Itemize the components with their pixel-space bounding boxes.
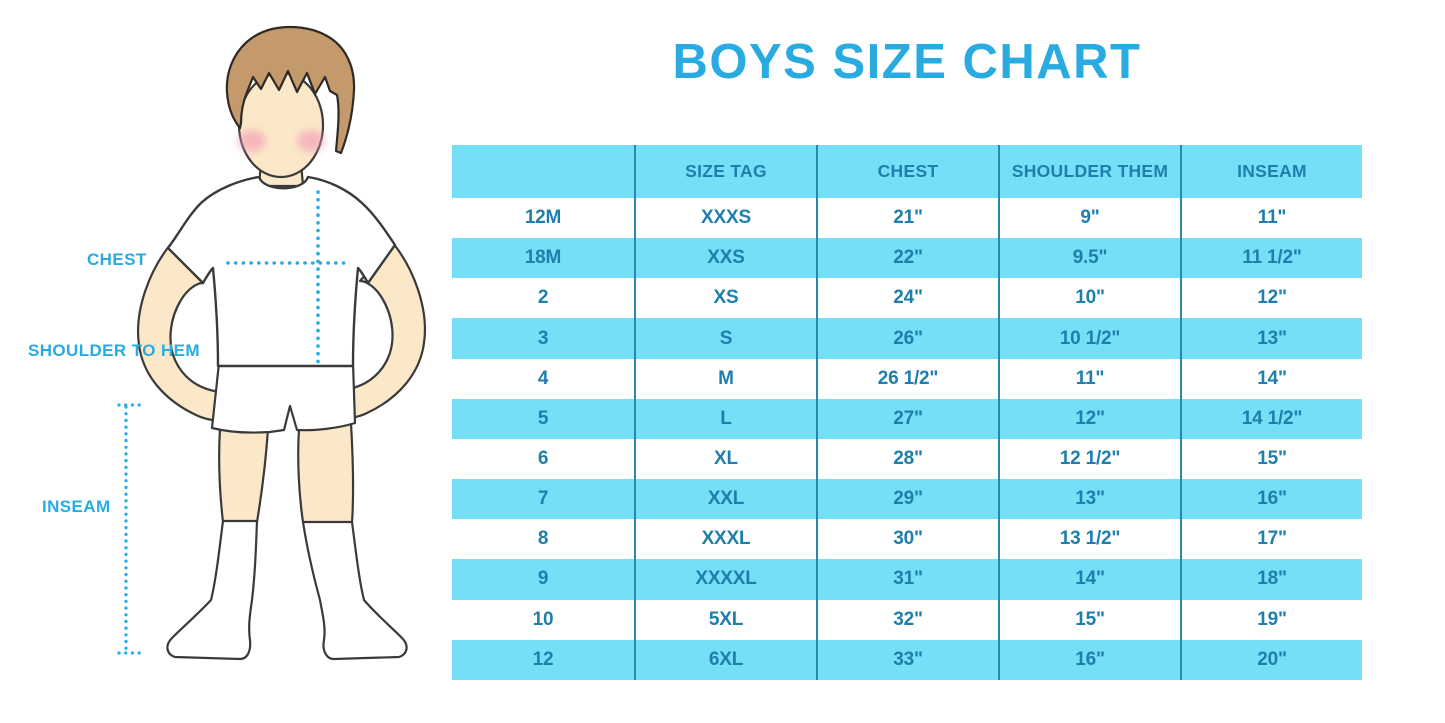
- table-cell: 26": [816, 318, 998, 359]
- table-cell: 13 1/2": [998, 519, 1180, 560]
- table-cell: S: [634, 318, 816, 359]
- boy-blush-left: [238, 130, 266, 152]
- table-cell: XXXL: [634, 519, 816, 560]
- chest-label: CHEST: [87, 250, 147, 269]
- boy-leg-left: [218, 426, 270, 524]
- table-row: 8 XXXL 30" 13 1/2" 17": [452, 519, 1362, 560]
- table-row: 6 XL 28" 12 1/2" 15": [452, 438, 1362, 480]
- table-cell: 12": [998, 398, 1180, 439]
- boy-illustration: [117, 25, 426, 661]
- boy-shorts: [210, 361, 357, 434]
- boy-tshirt: [166, 175, 397, 368]
- table-cell: 14": [1180, 358, 1362, 399]
- shoulder-to-hem-label: SHOULDER TO HEM: [28, 341, 200, 360]
- table-row: 4 M 26 1/2" 11" 14": [452, 358, 1362, 399]
- boy-face: [237, 71, 325, 179]
- table-cell: 15": [1180, 438, 1362, 480]
- table-cell: 12": [1180, 278, 1362, 319]
- table-cell: 4: [537, 367, 549, 389]
- table-row: 3 S 26" 10 1/2" 13": [452, 318, 1362, 359]
- table-cell: 33": [816, 639, 998, 680]
- table-row: 18M XXS 22" 9.5" 11 1/2": [452, 238, 1362, 279]
- table-cell: 18M: [524, 247, 562, 269]
- table-cell: 14 1/2": [1180, 398, 1362, 439]
- boy-leg-right: [297, 422, 355, 525]
- table-cell: 11 1/2": [1180, 238, 1362, 279]
- table-row: 5 L 27" 12" 14 1/2": [452, 398, 1362, 439]
- table-row: 7 XXL 29" 13" 16": [452, 479, 1362, 520]
- header-cell: [452, 145, 634, 198]
- size-table: SIZE TAG CHEST SHOULDER THEM INSEAM 12M XXXS…: [452, 145, 1362, 680]
- boy-sock-right: [301, 520, 408, 661]
- table-cell: 10": [998, 278, 1180, 319]
- table-cell: 13": [1180, 318, 1362, 359]
- table-body: 12M XXXS 21" 9" 11" 18M XXS 22" 9.5" 11 1/2" 2 XS 24…: [452, 198, 1362, 680]
- table-cell: 10: [532, 608, 554, 630]
- table-row: 10 5XL 32" 15" 19": [452, 599, 1362, 640]
- table-row: 12 6XL 33" 16" 20": [452, 639, 1362, 680]
- table-cell: 19": [1180, 599, 1362, 640]
- table-cell: XXXXL: [634, 559, 816, 600]
- table-cell: 24": [816, 278, 998, 319]
- table-cell: XS: [634, 278, 816, 319]
- table-cell: 27": [816, 398, 998, 439]
- table-cell: 22": [816, 238, 998, 279]
- header-cell: SHOULDER THEM: [998, 145, 1180, 198]
- table-cell: XXXS: [634, 198, 816, 239]
- table-cell: 6XL: [634, 639, 816, 680]
- table-cell: 28": [816, 438, 998, 480]
- table-cell: M: [634, 358, 816, 399]
- table-cell: 3: [537, 327, 549, 349]
- boy-hair: [225, 25, 356, 155]
- table-cell: 26 1/2": [816, 358, 998, 399]
- table-cell: 14": [998, 559, 1180, 600]
- table-cell: 5: [537, 407, 549, 429]
- header-cell: INSEAM: [1180, 145, 1362, 198]
- table-cell: 12: [532, 648, 554, 670]
- table-cell: 12M: [524, 207, 562, 229]
- table-row: 9 XXXXL 31" 14" 18": [452, 559, 1362, 600]
- table-cell: 16": [1180, 479, 1362, 520]
- table-cell: 31": [816, 559, 998, 600]
- table-cell: 12 1/2": [998, 438, 1180, 480]
- table-cell: 7: [537, 488, 549, 510]
- table-cell: 8: [537, 528, 549, 550]
- table-cell: XXL: [634, 479, 816, 520]
- table-cell: 15": [998, 599, 1180, 640]
- table-cell: 16": [998, 639, 1180, 680]
- table-cell: 11": [1180, 198, 1362, 239]
- table-cell: 9: [537, 568, 549, 590]
- table-cell: 9": [998, 198, 1180, 239]
- table-cell: 30": [816, 519, 998, 560]
- table-cell: XL: [634, 438, 816, 480]
- table-header-row: SIZE TAG CHEST SHOULDER THEM INSEAM: [452, 145, 1362, 198]
- table-row: 2 XS 24" 10" 12": [452, 278, 1362, 319]
- table-cell: 11": [998, 358, 1180, 399]
- header-cell: CHEST: [816, 145, 998, 198]
- table-cell: L: [634, 398, 816, 439]
- header-cell: SIZE TAG: [634, 145, 816, 198]
- table-cell: XXS: [634, 238, 816, 279]
- table-cell: 18": [1180, 559, 1362, 600]
- table-cell: 29": [816, 479, 998, 520]
- table-cell: 17": [1180, 519, 1362, 560]
- table-cell: 13": [998, 479, 1180, 520]
- table-cell: 32": [816, 599, 998, 640]
- page-title: BOYS SIZE CHART: [672, 35, 1142, 89]
- table-cell: 6: [537, 448, 549, 470]
- table-cell: 20": [1180, 639, 1362, 680]
- inseam-label: INSEAM: [42, 497, 111, 516]
- table-cell: 10 1/2": [998, 318, 1180, 359]
- table-cell: 21": [816, 198, 998, 239]
- boy-sock-left: [166, 519, 259, 661]
- table-cell: 9.5": [998, 238, 1180, 279]
- boy-blush-right: [297, 130, 325, 152]
- table-cell: 5XL: [634, 599, 816, 640]
- table-row: 12M XXXS 21" 9" 11": [452, 198, 1362, 239]
- table-cell: 2: [537, 287, 549, 309]
